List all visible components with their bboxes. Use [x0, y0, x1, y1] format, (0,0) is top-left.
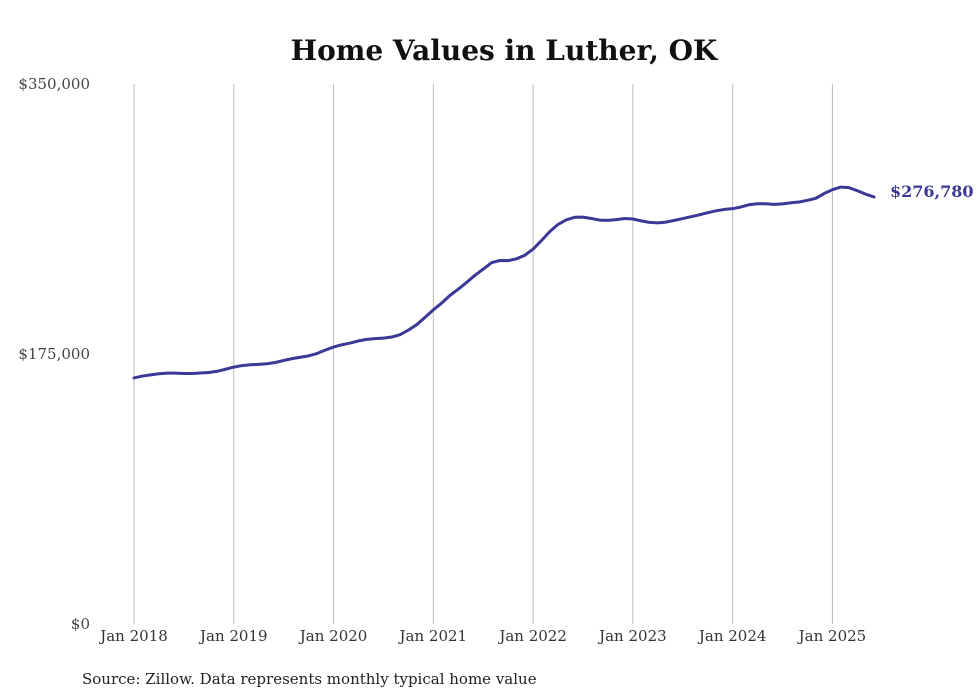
x-tick-label: Jan 2021 — [398, 627, 468, 645]
y-tick-label: $350,000 — [18, 75, 90, 93]
y-tick-label: $0 — [71, 615, 90, 633]
x-tick-label: Jan 2019 — [198, 627, 268, 645]
x-axis-tick-labels: Jan 2018 Jan 2019 Jan 2020 Jan 2021 Jan 2022… — [98, 627, 866, 645]
x-tick-label: Jan 2025 — [797, 627, 867, 645]
source-note: Source: Zillow. Data represents monthly … — [82, 670, 537, 688]
x-tick-label: Jan 2024 — [697, 627, 767, 645]
x-tick-label: Jan 2023 — [597, 627, 667, 645]
chart-title: Home Values in Luther, OK — [291, 34, 719, 67]
y-tick-label: $175,000 — [18, 345, 90, 363]
home-value-series-line — [132, 185, 876, 380]
x-tick-label: Jan 2018 — [98, 627, 168, 645]
series-end-value-label: $276,780 — [890, 182, 974, 201]
gridlines — [133, 84, 833, 624]
x-tick-label: Jan 2020 — [298, 627, 368, 645]
x-tick-label: Jan 2022 — [497, 627, 567, 645]
y-axis-tick-labels: $0 $175,000 $350,000 — [18, 75, 90, 633]
